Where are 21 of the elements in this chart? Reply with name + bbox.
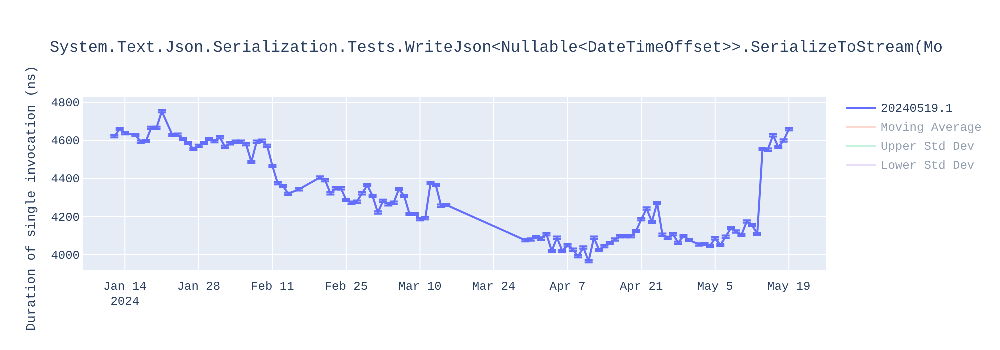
y-tick-label: 4800: [51, 96, 80, 111]
chart-title: System.Text.Json.Serialization.Tests.WriteJson<Nullable<DateTimeOffset>>.SerializeToStream(Mo: [50, 39, 943, 57]
x-tick-label: Mar 24: [472, 280, 516, 294]
x-tick-label: May 19: [768, 280, 811, 294]
x-tick-label: Jan 14 2024: [104, 280, 147, 309]
y-tick-label: 4000: [51, 248, 80, 263]
legend-label: 20240519.1: [881, 102, 954, 116]
x-tick-label: Feb 25: [324, 280, 368, 294]
legend-label: Moving Average: [881, 121, 982, 135]
y-tick-label: 4600: [51, 134, 80, 149]
legend-label: Lower Std Dev: [881, 159, 975, 173]
x-tick-label: May 5: [697, 280, 734, 294]
x-tick-label: Jan 28: [177, 280, 221, 294]
x-tick-label: Apr 7: [550, 280, 586, 294]
x-tick-label: Feb 11: [251, 280, 294, 294]
legend-label: Upper Std Dev: [881, 140, 975, 154]
y-tick-label: 4400: [51, 172, 80, 187]
x-tick-label: Apr 21: [620, 280, 664, 294]
y-tick-label: 4200: [51, 210, 80, 225]
x-tick-label: Mar 10: [398, 280, 442, 294]
y-axis-title: Duration of single invocation (ns): [24, 66, 39, 332]
